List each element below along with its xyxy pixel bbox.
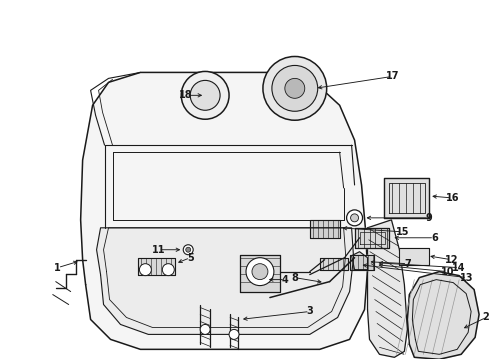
Circle shape bbox=[285, 78, 305, 98]
Circle shape bbox=[186, 247, 191, 252]
Text: 14: 14 bbox=[452, 263, 466, 273]
Text: 11: 11 bbox=[151, 245, 165, 255]
Text: 17: 17 bbox=[386, 71, 399, 81]
Circle shape bbox=[252, 264, 268, 280]
Circle shape bbox=[350, 214, 359, 222]
Circle shape bbox=[200, 324, 210, 334]
Polygon shape bbox=[368, 220, 407, 357]
Text: 15: 15 bbox=[395, 227, 409, 237]
Text: 13: 13 bbox=[461, 273, 474, 283]
Text: 12: 12 bbox=[444, 255, 458, 265]
Circle shape bbox=[263, 57, 327, 120]
Text: 16: 16 bbox=[445, 193, 459, 203]
Text: 1: 1 bbox=[54, 263, 61, 273]
Polygon shape bbox=[138, 258, 175, 275]
Text: 5: 5 bbox=[187, 253, 194, 263]
Polygon shape bbox=[407, 272, 479, 359]
Polygon shape bbox=[355, 228, 390, 248]
Text: 3: 3 bbox=[306, 306, 313, 316]
Polygon shape bbox=[385, 178, 429, 218]
Text: 18: 18 bbox=[179, 90, 193, 100]
Polygon shape bbox=[319, 258, 347, 270]
Polygon shape bbox=[399, 248, 429, 265]
Polygon shape bbox=[81, 72, 368, 349]
Circle shape bbox=[183, 245, 193, 255]
Circle shape bbox=[181, 71, 229, 119]
Circle shape bbox=[162, 264, 174, 276]
Text: 8: 8 bbox=[292, 273, 298, 283]
Text: 9: 9 bbox=[426, 213, 433, 223]
Polygon shape bbox=[97, 228, 354, 334]
Text: 4: 4 bbox=[281, 275, 288, 285]
Circle shape bbox=[140, 264, 151, 276]
Circle shape bbox=[272, 66, 318, 111]
Text: 7: 7 bbox=[404, 259, 411, 269]
Polygon shape bbox=[349, 255, 374, 270]
Polygon shape bbox=[310, 220, 340, 238]
Circle shape bbox=[229, 329, 239, 339]
Text: 6: 6 bbox=[431, 233, 438, 243]
Polygon shape bbox=[240, 255, 280, 292]
Polygon shape bbox=[352, 252, 368, 270]
Text: 2: 2 bbox=[483, 312, 490, 323]
Circle shape bbox=[346, 210, 363, 226]
Text: 10: 10 bbox=[441, 267, 454, 276]
Circle shape bbox=[246, 258, 274, 285]
Circle shape bbox=[190, 80, 220, 110]
